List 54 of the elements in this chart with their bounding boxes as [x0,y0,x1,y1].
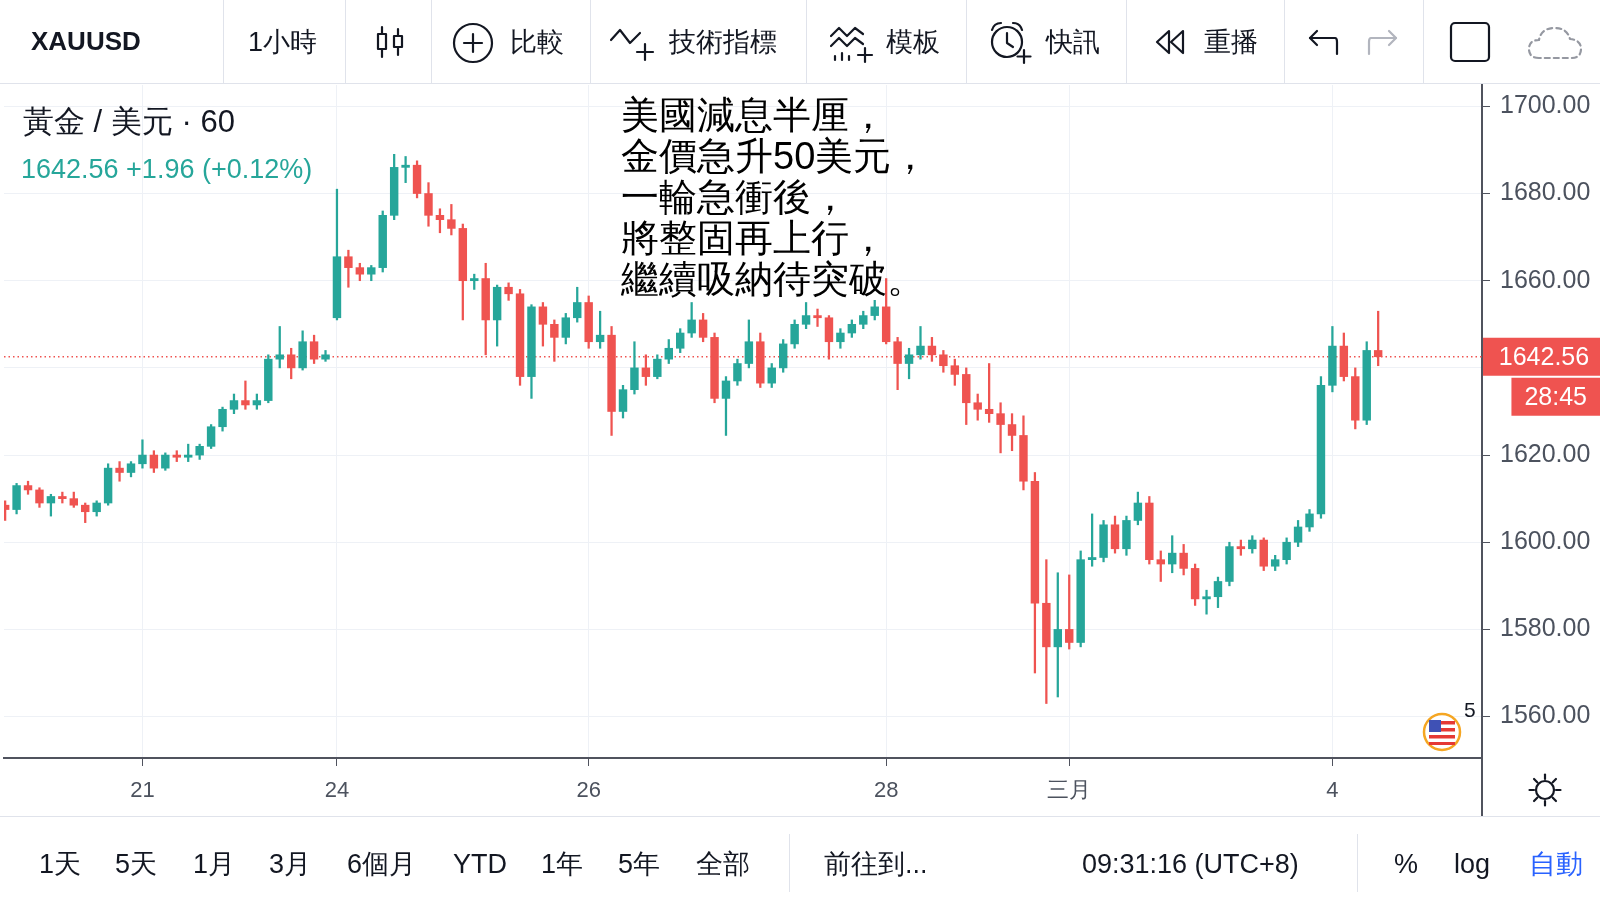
annotation: 繼續吸納待突破。 [621,258,925,300]
candlestick [241,380,250,410]
x-tick-label: 24 [324,777,350,803]
x-tick-label: 21 [130,777,155,803]
candlestick [916,326,925,360]
y-tick-label: 1560.00 [1500,700,1591,729]
x-tick-label: 26 [576,777,601,803]
text: % [1394,847,1419,881]
annotation: 將整固再上行， [621,217,887,259]
annotation: 金價急升50美元， [621,135,930,177]
text: XAUUSD [31,26,141,58]
y-tick-label: 1600.00 [1500,526,1591,555]
text: 黃金 / 美元 · 60 [23,104,235,140]
text: 6個月 [347,847,417,881]
ref-line-label: 1642.56 [1498,341,1590,370]
text: 重播 [1204,25,1258,59]
text: 技術指標 [669,25,777,59]
y-tick-label: 1660.00 [1500,264,1591,293]
x-tick-label: 28 [873,777,899,803]
text: 自動 [1529,847,1583,881]
annotation: 美國減息半厘， [621,94,887,136]
y-tick-label: 1620.00 [1500,438,1591,467]
candlestick [344,249,353,288]
text: YTD [453,847,507,881]
text: log [1454,847,1491,881]
text: 5 [1464,697,1476,723]
text: 5年 [618,847,661,881]
text: 1天 [39,847,82,881]
candlestick [996,402,1005,454]
text: 模板 [886,25,940,59]
y-tick-label: 1680.00 [1500,177,1591,206]
candlestick [115,461,124,482]
candlestick [401,156,410,183]
text: 全部 [696,847,750,881]
text: 前往到... [824,847,928,881]
text: 1小時 [248,25,318,59]
text: 比較 [510,25,564,59]
candlestick [813,308,822,327]
x-tick-label: 4 [1326,777,1339,803]
candlestick [138,439,147,469]
text: 1月 [193,847,236,881]
text: 1642.56 +1.96 (+0.12%) [21,153,313,185]
candlestick [1202,589,1211,615]
text: 快訊 [1046,25,1100,59]
text: 09:31:16 (UTC+8) [1082,847,1299,881]
text: 1年 [541,847,584,881]
text: 5天 [115,847,158,881]
text: 28:45 [1524,381,1587,410]
annotation: 一輪急衝後， [621,176,849,218]
y-tick-label: 1700.00 [1500,90,1591,119]
x-tick-label: 三月 [1047,777,1092,803]
text: 3月 [269,847,312,881]
y-tick-label: 1580.00 [1500,613,1591,642]
candlestick [447,204,456,236]
